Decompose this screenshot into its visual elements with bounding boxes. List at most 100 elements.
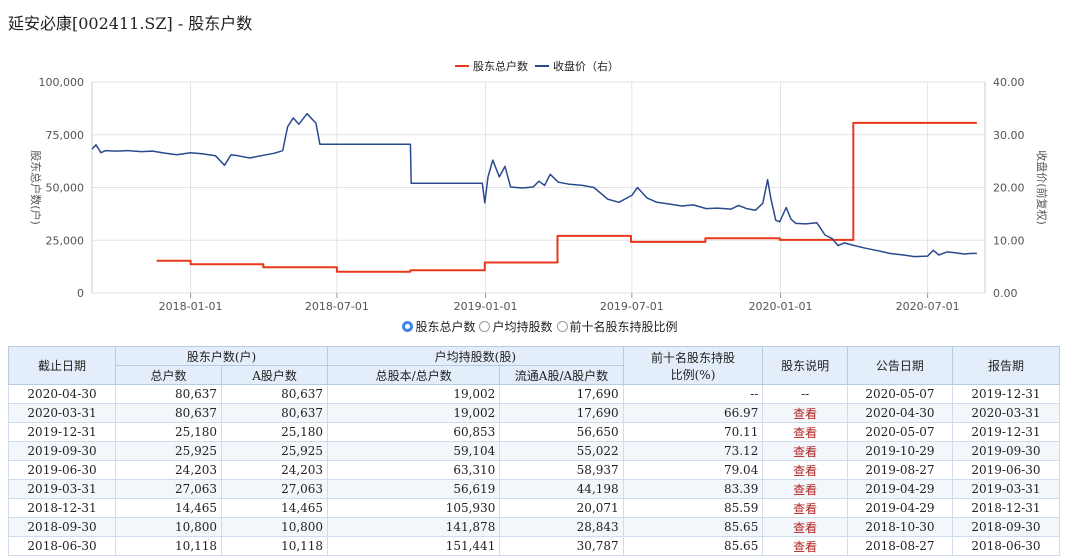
table-row: 2019-12-31 25,180 25,180 60,853 56,650 70.11 查…	[7, 422, 1061, 442]
th-top10[interactable]: 前十名股东持股 比例(%)	[622, 346, 764, 385]
view-option-1[interactable]: 户均持股数	[479, 318, 553, 335]
cell-holders-a: 80,637	[221, 384, 329, 404]
cell-report-period: 2019-12-31	[951, 384, 1061, 404]
view-holder-note-link[interactable]: 查看	[793, 444, 818, 459]
legend-label: 股东总户数	[473, 59, 528, 73]
th-announce-date[interactable]: 公告日期	[846, 346, 953, 385]
cell-report-period: 2019-12-31	[951, 422, 1061, 442]
cell-avg-total: 141,878	[327, 517, 501, 537]
cell-top10-ratio: 73.12	[622, 441, 764, 461]
view-option-0[interactable]: 股东总户数	[402, 318, 475, 335]
x-tick-label: 2018-07-01	[305, 300, 369, 313]
cell-top10-ratio: --	[622, 384, 764, 404]
cell-note: 查看	[762, 479, 848, 499]
view-holder-note-link[interactable]: 查看	[793, 463, 818, 478]
y-left-axis-title: 股东总户数(户)	[29, 150, 43, 225]
series-line-price	[91, 112, 977, 258]
cell-holders-total: 10,800	[115, 517, 223, 537]
cell-report-period: 2019-09-30	[951, 441, 1061, 461]
cell-holders-a: 25,925	[221, 441, 329, 461]
view-holder-note-link[interactable]: 查看	[793, 406, 818, 421]
page-title: 延安必康[002411.SZ] - 股东户数	[8, 14, 253, 33]
view-option-2[interactable]: 前十名股东持股比例	[556, 318, 678, 335]
radio-button-icon[interactable]	[479, 321, 491, 332]
cell-note: 查看	[762, 422, 848, 442]
y-left-tick-label: 0	[77, 287, 84, 300]
y-right-tick-label: 10.00	[993, 234, 1025, 247]
cell-avg-total: 19,002	[327, 384, 501, 404]
cell-announce-date: 2019-08-27	[846, 460, 953, 480]
cell-holders-a: 10,800	[221, 517, 329, 537]
cell-report-period: 2018-09-30	[951, 517, 1061, 537]
cell-holders-total: 25,925	[115, 441, 223, 461]
th-end-date[interactable]: 截止日期	[7, 346, 117, 385]
view-holder-note-link[interactable]: 查看	[793, 520, 818, 535]
cell-avg-total: 151,441	[327, 536, 501, 556]
legend-label: 收盘价（右）	[553, 59, 619, 73]
cell-avg-float: 58,937	[499, 460, 624, 480]
th-avg-total[interactable]: 总股本/总户数	[327, 365, 501, 385]
cell-note: 查看	[762, 441, 848, 461]
cell-avg-float: 17,690	[499, 403, 624, 423]
y-left-tick-label: 100,000	[39, 76, 85, 89]
cell-avg-total: 105,930	[327, 498, 501, 518]
cell-holders-a: 80,637	[221, 403, 329, 423]
y-left-tick-label: 50,000	[46, 182, 85, 195]
cell-announce-date: 2020-05-07	[846, 384, 953, 404]
cell-holders-total: 10,118	[115, 536, 223, 556]
view-holder-note-link[interactable]: 查看	[793, 539, 818, 554]
th-holders-a[interactable]: A股户数	[221, 365, 329, 385]
cell-note: 查看	[762, 498, 848, 518]
x-tick-label: 2019-07-01	[600, 300, 664, 313]
view-option-label: 户均持股数	[492, 320, 553, 334]
view-option-label: 前十名股东持股比例	[569, 320, 678, 334]
th-avg-float[interactable]: 流通A股/A股户数	[499, 365, 624, 385]
cell-holders-a: 27,063	[221, 479, 329, 499]
view-holder-note-link[interactable]: 查看	[793, 425, 818, 440]
table-row: 2020-03-31 80,637 80,637 19,002 17,690 66.97 查…	[7, 403, 1061, 423]
radio-button-icon[interactable]	[402, 321, 414, 332]
x-tick-label: 2020-07-01	[896, 300, 960, 313]
cell-end-date: 2019-12-31	[7, 422, 117, 442]
cell-avg-float: 56,650	[499, 422, 624, 442]
view-holder-note-link[interactable]: 查看	[793, 482, 818, 497]
y-right-axis-title: 收盘价(前复权)	[1035, 150, 1049, 225]
th-holders-total[interactable]: 总户数	[115, 365, 223, 385]
cell-avg-float: 17,690	[499, 384, 624, 404]
table-row: 2019-06-30 24,203 24,203 63,310 58,937 79.04 查…	[7, 460, 1061, 480]
cell-holders-total: 27,063	[115, 479, 223, 499]
cell-note: 查看	[762, 517, 848, 537]
view-holder-note-link[interactable]: 查看	[793, 501, 818, 516]
table-row: 2018-06-30 10,118 10,118 151,441 30,787 85.65…	[7, 536, 1061, 556]
view-option-group: 股东总户数 户均持股数 前十名股东持股比例	[0, 318, 1080, 335]
cell-announce-date: 2019-10-29	[846, 441, 953, 461]
cell-avg-total: 63,310	[327, 460, 501, 480]
radio-button-icon[interactable]	[556, 321, 568, 332]
cell-announce-date: 2020-04-30	[846, 403, 953, 423]
x-tick-label: 2019-01-01	[454, 300, 518, 313]
cell-top10-ratio: 83.39	[622, 479, 764, 499]
y-right-tick-label: 40.00	[993, 76, 1025, 89]
y-left-tick-label: 75,000	[46, 129, 85, 142]
cell-announce-date: 2018-08-27	[846, 536, 953, 556]
cell-top10-ratio: 85.65	[622, 536, 764, 556]
cell-report-period: 2018-12-31	[951, 498, 1061, 518]
cell-end-date: 2020-04-30	[7, 384, 117, 404]
cell-report-period: 2020-03-31	[951, 403, 1061, 423]
y-left-tick-label: 25,000	[46, 234, 85, 247]
x-tick-label: 2020-01-01	[749, 300, 813, 313]
th-holders-group: 股东户数(户)	[115, 346, 329, 366]
cell-top10-ratio: 79.04	[622, 460, 764, 480]
cell-avg-float: 55,022	[499, 441, 624, 461]
cell-avg-float: 28,843	[499, 517, 624, 537]
cell-report-period: 2019-03-31	[951, 479, 1061, 499]
th-report-period[interactable]: 报告期	[951, 346, 1061, 385]
cell-top10-ratio: 85.59	[622, 498, 764, 518]
th-note: 股东说明	[762, 346, 848, 385]
cell-holders-a: 10,118	[221, 536, 329, 556]
cell-announce-date: 2018-10-30	[846, 517, 953, 537]
th-avg-group: 户均持股数(股)	[327, 346, 624, 366]
series-line-holders	[156, 121, 977, 273]
cell-holders-total: 80,637	[115, 403, 223, 423]
table-row: 2019-09-30 25,925 25,925 59,104 55,022 73.12 查…	[7, 441, 1061, 461]
